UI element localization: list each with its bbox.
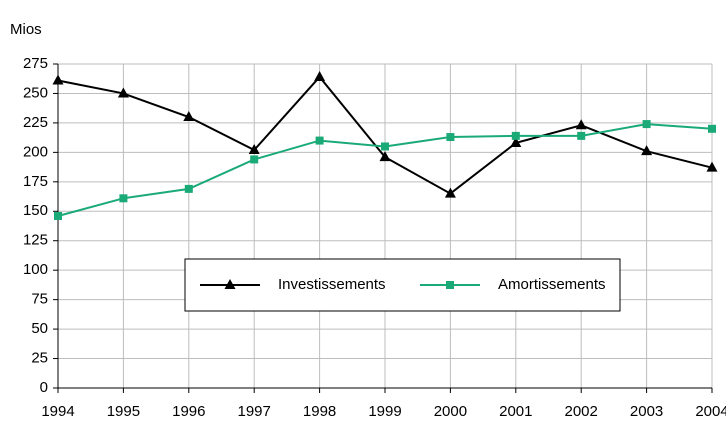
marker — [577, 131, 586, 140]
marker — [117, 87, 129, 98]
marker — [54, 211, 62, 220]
marker — [250, 155, 259, 164]
y-tick-label: 225 — [23, 114, 48, 131]
y-tick-label: 100 — [23, 261, 48, 278]
x-tick-label: 1994 — [41, 403, 74, 420]
x-tick-label: 2000 — [434, 403, 467, 420]
marker — [314, 70, 326, 81]
x-tick-label: 1995 — [107, 403, 140, 420]
marker — [511, 131, 520, 140]
y-tick-label: 0 — [40, 379, 48, 396]
x-tick-label: 1997 — [238, 403, 271, 420]
legend-label: Investissements — [278, 276, 386, 293]
y-tick-label: 150 — [23, 202, 48, 219]
marker — [183, 111, 195, 122]
legend-label: Amortissements — [498, 276, 606, 293]
y-tick-label: 50 — [31, 320, 48, 337]
marker — [444, 187, 456, 198]
y-tick-label: 200 — [23, 143, 48, 160]
marker — [184, 184, 193, 193]
x-tick-label: 1999 — [368, 403, 401, 420]
marker — [315, 136, 324, 145]
marker — [119, 194, 128, 203]
legend: Investissements Amortissements — [184, 258, 621, 312]
marker — [52, 74, 64, 85]
marker — [642, 120, 651, 129]
y-axis-label: Mios — [10, 21, 42, 38]
marker — [224, 279, 236, 289]
y-tick-label: 75 — [31, 291, 48, 308]
x-tick-label: 2004 — [695, 403, 726, 420]
x-tick-label: 1998 — [303, 403, 336, 420]
x-tick-label: 1996 — [172, 403, 205, 420]
x-tick-label: 2003 — [630, 403, 663, 420]
marker — [446, 133, 455, 142]
x-tick-label: 2002 — [565, 403, 598, 420]
marker — [641, 145, 653, 156]
x-tick-label: 2001 — [499, 403, 532, 420]
marker — [446, 281, 454, 289]
y-tick-label: 275 — [23, 55, 48, 72]
y-tick-label: 175 — [23, 173, 48, 190]
marker — [510, 136, 522, 147]
y-tick-label: 250 — [23, 84, 48, 101]
marker — [248, 144, 260, 155]
marker — [379, 151, 391, 162]
marker — [381, 142, 389, 151]
marker — [706, 161, 718, 172]
marker — [708, 124, 716, 133]
y-tick-label: 125 — [23, 232, 48, 249]
marker — [575, 119, 587, 130]
y-tick-label: 25 — [31, 350, 48, 367]
